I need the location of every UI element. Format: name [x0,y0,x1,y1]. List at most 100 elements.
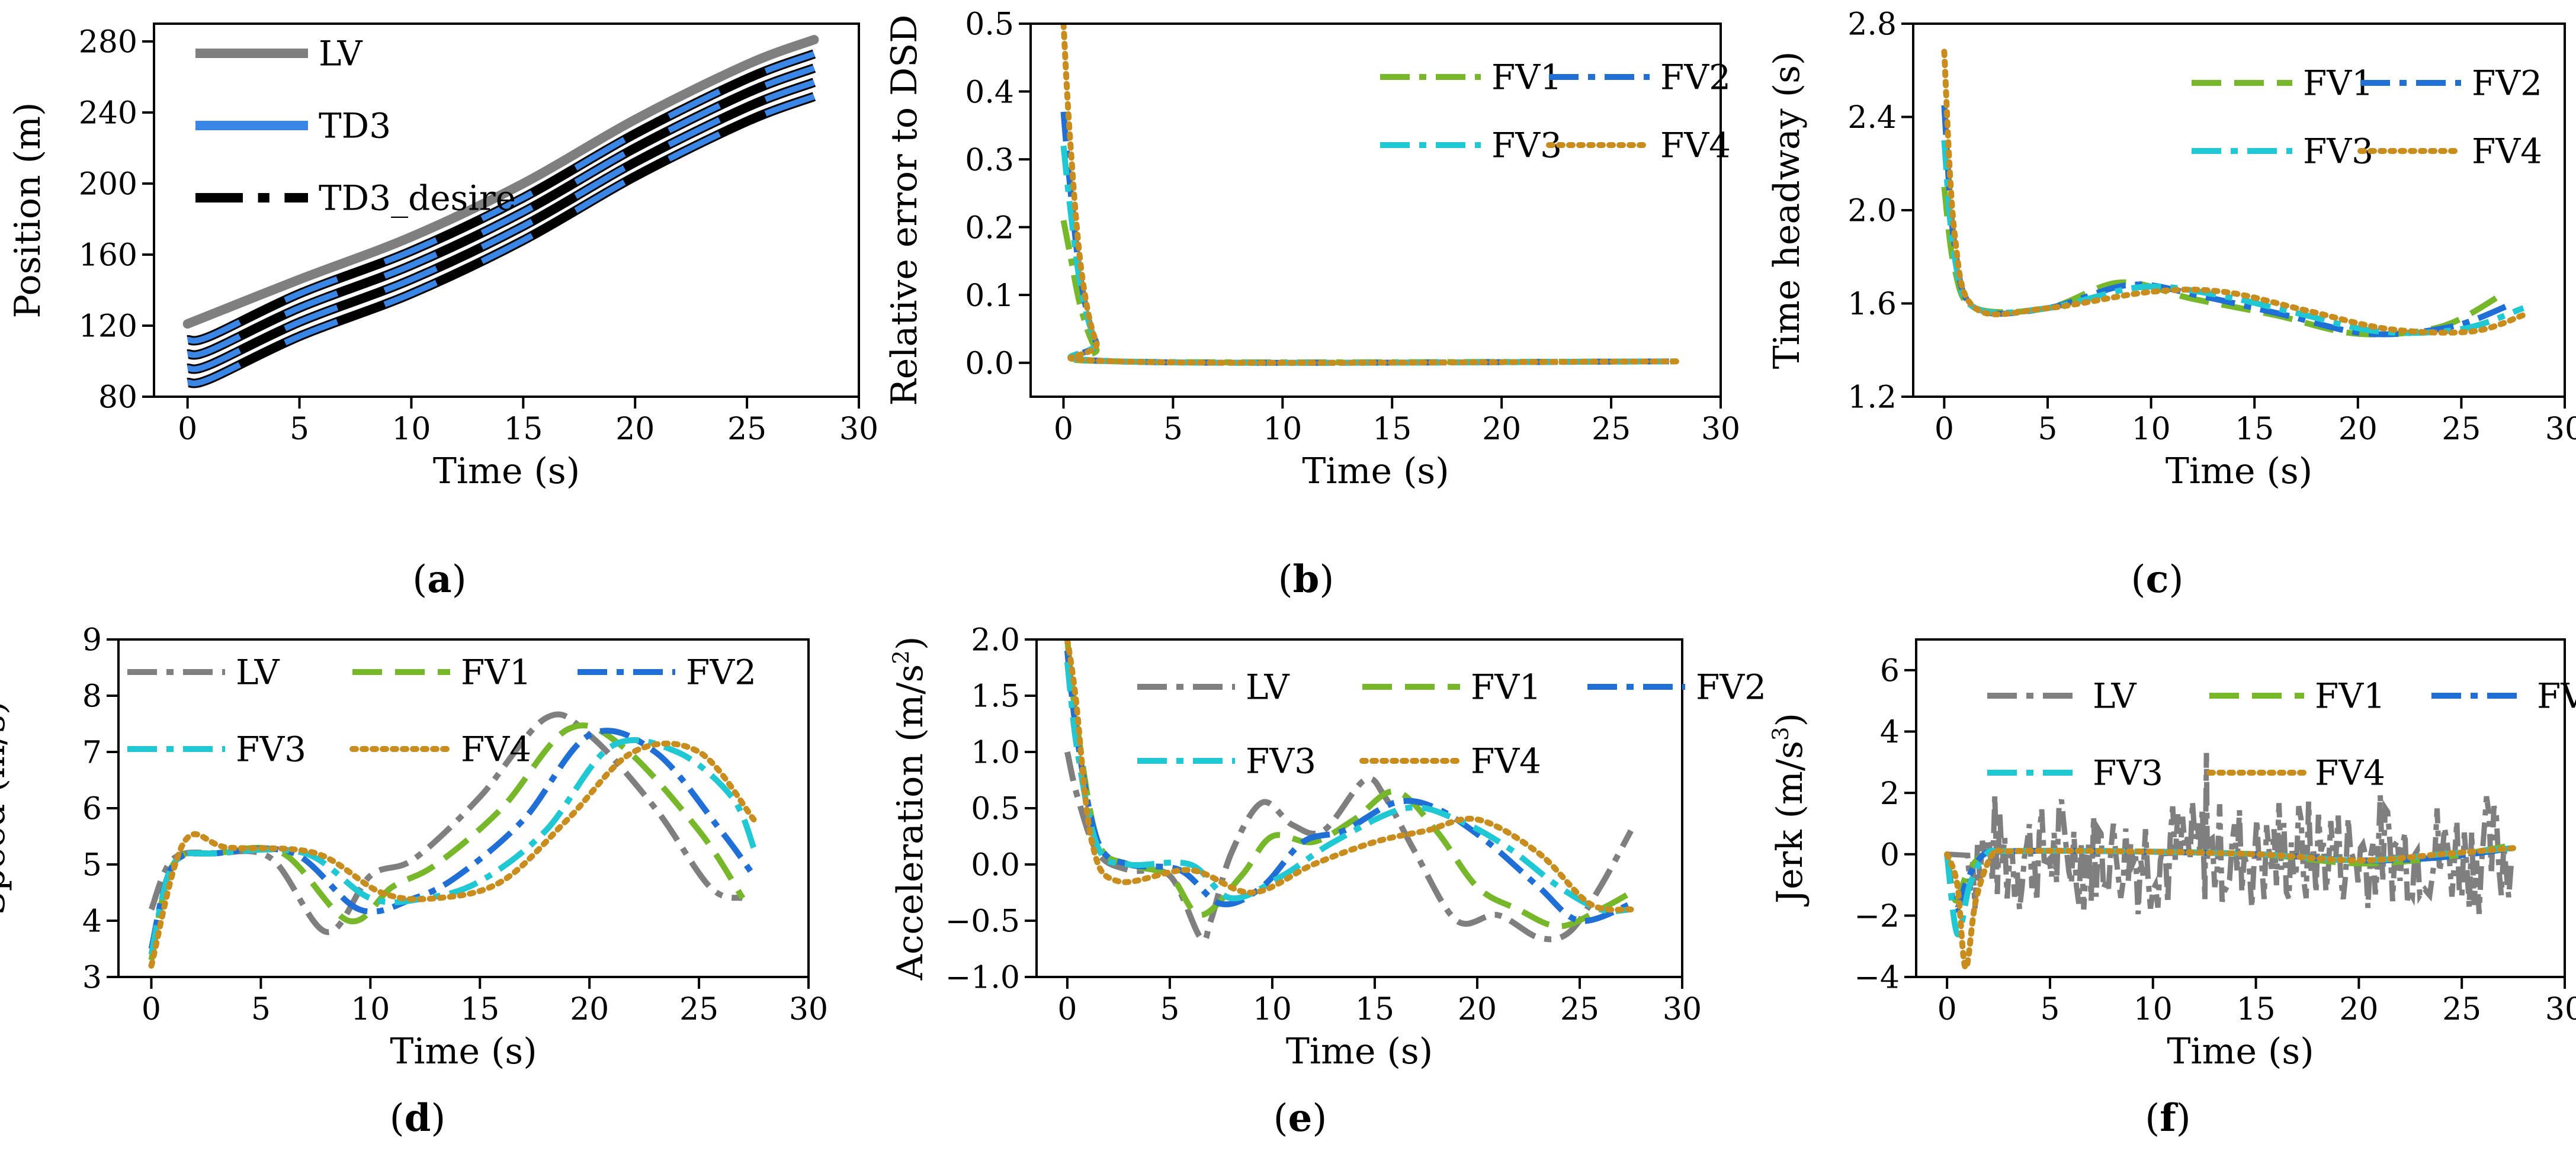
y-tick-label: 2.0 [1847,194,1897,229]
x-tick-label: 15 [1372,412,1411,447]
panel-f: 0 5 10 15 20 25 30 −4 −2 0 2 4 6 Time (s) Jerk (m/s3) L… [1767,638,2576,1140]
panel-caption-letter: b [1293,557,1320,602]
y-axis-label-close: ) [1769,713,1811,727]
plot-data-group [148,711,757,969]
x-axis-label: Time (s) [390,1031,537,1072]
plot-frame [1912,22,2566,398]
y-tick-label: 1.0 [971,735,1020,771]
legend-label-FV3: FV3 [2093,753,2163,793]
x-tick-label: 20 [1458,992,1497,1027]
series-line-FV1 [1064,639,1632,930]
y-axis-label: Speed (m/s) [0,701,13,916]
x-tick-label: 5 [251,992,271,1027]
series-line-LV [182,35,819,329]
legend-label-LV: LV [2093,676,2137,716]
x-tick-label: 25 [2442,992,2481,1027]
x-tick-label: 20 [570,992,609,1027]
legend-label-FV2: FV2 [1696,667,1766,707]
plot-frame [153,22,860,398]
plot-data-group [1941,49,2527,337]
panel-caption: (e) [1273,1096,1327,1140]
panel-c: 0 5 10 15 20 25 30 1.2 1.6 2.0 2.4 2.8 Time (s) Time … [1766,7,2576,602]
series-line-FV2 [1944,845,2514,913]
x-tick-label: 15 [460,992,499,1027]
x-tick-label: 30 [2545,412,2576,447]
y-tick-label: 1.6 [1847,287,1897,322]
plot-frame [1915,638,2566,978]
legend-label-FV4: FV4 [1471,741,1541,781]
y-tick-label: 2.0 [971,623,1020,658]
x-tick-label: 30 [789,992,828,1027]
x-tick-label: 5 [290,412,309,447]
series-line-FV3 [1060,145,1677,366]
y-tick-label: 3 [82,960,102,996]
y-axis-label: Position (m) [7,102,49,319]
legend-label-FV2: FV2 [1660,57,1731,97]
series-line-FV2 [1060,111,1677,366]
x-tick-label: 5 [1160,992,1179,1027]
legend-label-FV4: FV4 [1660,125,1731,165]
x-tick-label: 0 [1057,992,1077,1027]
y-tick-label: 120 [79,309,137,345]
series-line-FV2-td3 [187,65,816,358]
y-axis-label-close: ) [890,637,931,650]
legend-label-LV: LV [236,652,280,692]
x-tick-label: 5 [2040,992,2059,1027]
plot-data-group [182,35,819,388]
x-axis-label: Time (s) [2166,451,2312,492]
panel-caption: (a) [412,557,466,602]
panel-caption: (c) [2131,557,2184,602]
y-tick-label: 0 [1880,837,1900,873]
panel-b: 0 5 10 15 20 25 30 0.0 0.1 0.2 0.3 0.4 0.5 Time (s) Re… [884,7,1740,602]
panel-caption-letter: e [1288,1096,1313,1140]
series-line-FV4 [1064,639,1634,913]
panel-d: 0 5 10 15 20 25 30 3 4 5 6 7 8 9 Time (s) Speed (m/s) LV… [0,623,828,1140]
y-tick-label: 0.0 [971,848,1020,883]
x-tick-label: 25 [1560,992,1599,1027]
y-tick-label: 8 [82,679,102,715]
y-tick-label: 2.4 [1847,100,1897,136]
y-tick-label: 240 [79,96,137,131]
x-tick-label: 30 [2545,992,2576,1027]
series-line-FV4 [1941,49,2527,336]
x-tick-label: 5 [1163,412,1183,447]
plot-data-group [1064,639,1634,943]
series-line-FV4 [1060,24,1680,366]
y-tick-label: 200 [79,167,137,202]
series-line-FV2 [1064,650,1632,924]
series-line-FV4 [1944,845,2517,971]
y-tick-label: 6 [82,792,102,827]
legend-label-FV2: FV2 [2537,676,2576,716]
y-tick-label: 0.0 [965,346,1014,381]
y-axis-label: Jerk (m/s3) [1767,713,1811,907]
x-tick-label: 10 [1263,412,1302,447]
series-line-FV4 [148,740,757,969]
x-tick-label: 30 [839,412,878,447]
y-tick-label: 0.2 [965,210,1014,246]
legend-label-LV: LV [1246,667,1290,707]
y-tick-label: 0.5 [971,792,1020,827]
plot-data-group [1944,753,2517,971]
y-tick-label: 1.2 [1847,380,1897,416]
legend-label-FV3: FV3 [236,729,306,769]
panel-e: 0 5 10 15 20 25 30 −1.0 −0.5 0.0 0.5 1.0 1.5 2.0 Time … [888,623,1766,1140]
x-axis-label: Time (s) [1302,451,1449,492]
legend-label-FV1: FV1 [1471,667,1541,707]
plot-frame [1035,638,1683,978]
x-tick-label: 0 [1935,412,1954,447]
panel-a: 0 5 10 15 20 25 30 80 120 160 200 240 280 Time (s) Pos… [7,22,878,602]
y-axis-label-superscript: 3 [1767,727,1794,741]
series-line-FV3 [148,737,757,956]
legend-label-FV1: FV1 [461,652,531,692]
y-tick-label: 0.1 [965,278,1014,314]
legend-label-TD3: TD3 [319,105,391,146]
x-tick-label: 25 [727,412,766,447]
x-tick-label: 0 [178,412,197,447]
x-tick-label: 15 [1355,992,1394,1027]
y-tick-label: 80 [98,380,137,416]
y-tick-label: 9 [82,623,102,658]
plot-data-group [1060,24,1680,366]
y-axis-label: Relative error to DSD [884,15,925,406]
y-tick-label: 5 [82,848,102,883]
y-tick-label: −0.5 [945,904,1020,940]
